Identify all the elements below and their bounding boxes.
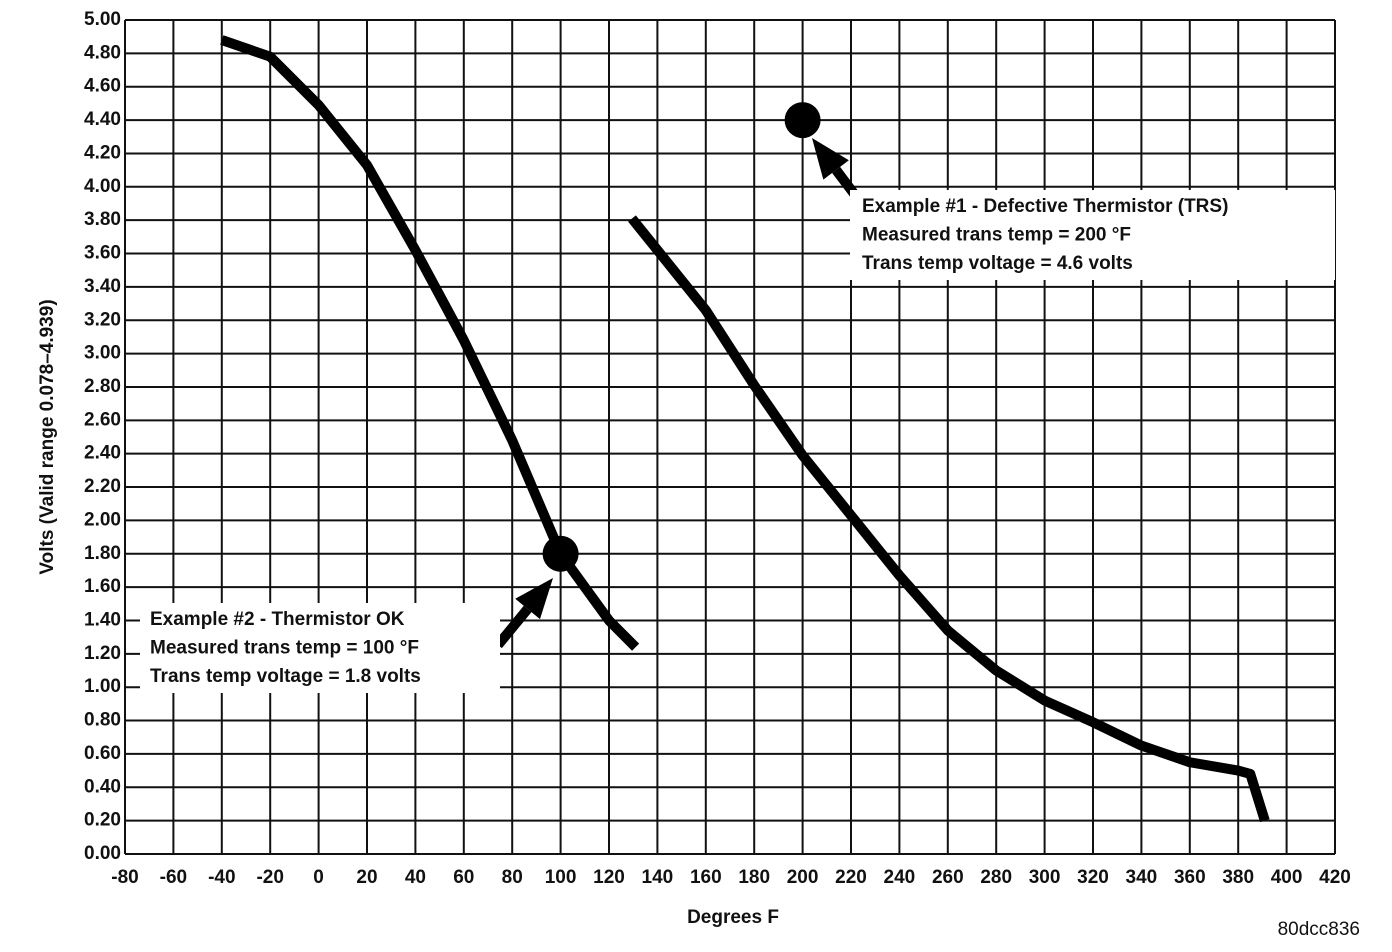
annotation-text: Example #1 - Defective Thermistor (TRS) [862,196,1228,217]
annotation-box [850,190,1335,280]
marker [784,102,821,139]
y-tick-label: 4.40 [84,109,121,130]
y-tick-label: 2.00 [84,509,121,530]
y-tick-label: 2.80 [84,376,121,397]
y-axis-label: Volts (Valid range 0.078–4.939) [37,299,58,574]
curve [220,35,640,651]
y-tick-label: 1.80 [84,543,121,564]
x-tick-label: 340 [1126,867,1158,888]
x-tick-label: 100 [545,867,577,888]
y-tick-label: 1.20 [84,643,121,664]
x-axis-label: Degrees F [687,907,779,928]
annotation-text: Measured trans temp = 200 °F [862,225,1131,246]
x-tick-label: 320 [1077,867,1109,888]
y-tick-label: 0.40 [84,776,121,797]
x-tick-label: 420 [1319,867,1351,888]
x-tick-label: 200 [787,867,819,888]
x-tick-label: 160 [690,867,722,888]
y-tick-label: 3.80 [84,209,121,230]
x-tick-label: 260 [932,867,964,888]
x-tick-label: -40 [208,867,235,888]
x-tick-label: 140 [642,867,674,888]
x-tick-label: 360 [1174,867,1206,888]
y-tick-label: 2.20 [84,476,121,497]
x-tick-label: 280 [980,867,1012,888]
x-tick-label: 380 [1222,867,1254,888]
x-tick-label: -80 [111,867,138,888]
x-tick-label: 60 [453,867,474,888]
annotation-text: Measured trans temp = 100 °F [150,638,419,659]
y-tick-label: 4.80 [84,42,121,63]
x-tick-label: 400 [1271,867,1303,888]
arrow-head [812,138,849,180]
x-tick-label: 20 [356,867,377,888]
curve [628,215,1270,823]
y-tick-label: 4.20 [84,142,121,163]
y-tick-label: 1.00 [84,676,121,697]
y-tick-label: 3.20 [84,309,121,330]
y-tick-label: 0.60 [84,743,121,764]
y-tick-label: 0.20 [84,810,121,831]
annotation-text: Trans temp voltage = 1.8 volts [150,666,421,687]
x-tick-label: 0 [313,867,324,888]
arrow-shaft [494,605,532,649]
figure-id: 80dcc836 [1278,919,1360,940]
y-tick-label: 1.40 [84,609,121,630]
x-tick-label: 120 [593,867,625,888]
y-tick-label: 4.60 [84,76,121,97]
x-tick-label: -20 [256,867,283,888]
y-tick-label: 1.60 [84,576,121,597]
y-tick-label: 2.60 [84,409,121,430]
x-tick-label: 80 [502,867,523,888]
x-tick-label: -60 [160,867,187,888]
y-tick-label: 5.00 [84,9,121,30]
x-tick-label: 300 [1029,867,1061,888]
y-tick-label: 3.60 [84,243,121,264]
annotation-box [140,603,500,693]
annotation-text: Trans temp voltage = 4.6 volts [862,253,1133,274]
x-tick-label: 220 [835,867,867,888]
x-tick-label: 40 [405,867,426,888]
annotation-text: Example #2 - Thermistor OK [150,609,405,630]
y-tick-label: 3.00 [84,343,121,364]
x-tick-label: 180 [738,867,770,888]
arrow-head [515,578,553,620]
y-tick-label: 4.00 [84,176,121,197]
y-tick-label: 0.00 [84,843,121,864]
y-tick-label: 2.40 [84,443,121,464]
marker [542,535,579,572]
y-tick-label: 3.40 [84,276,121,297]
x-tick-label: 240 [884,867,916,888]
y-tick-label: 0.80 [84,710,121,731]
